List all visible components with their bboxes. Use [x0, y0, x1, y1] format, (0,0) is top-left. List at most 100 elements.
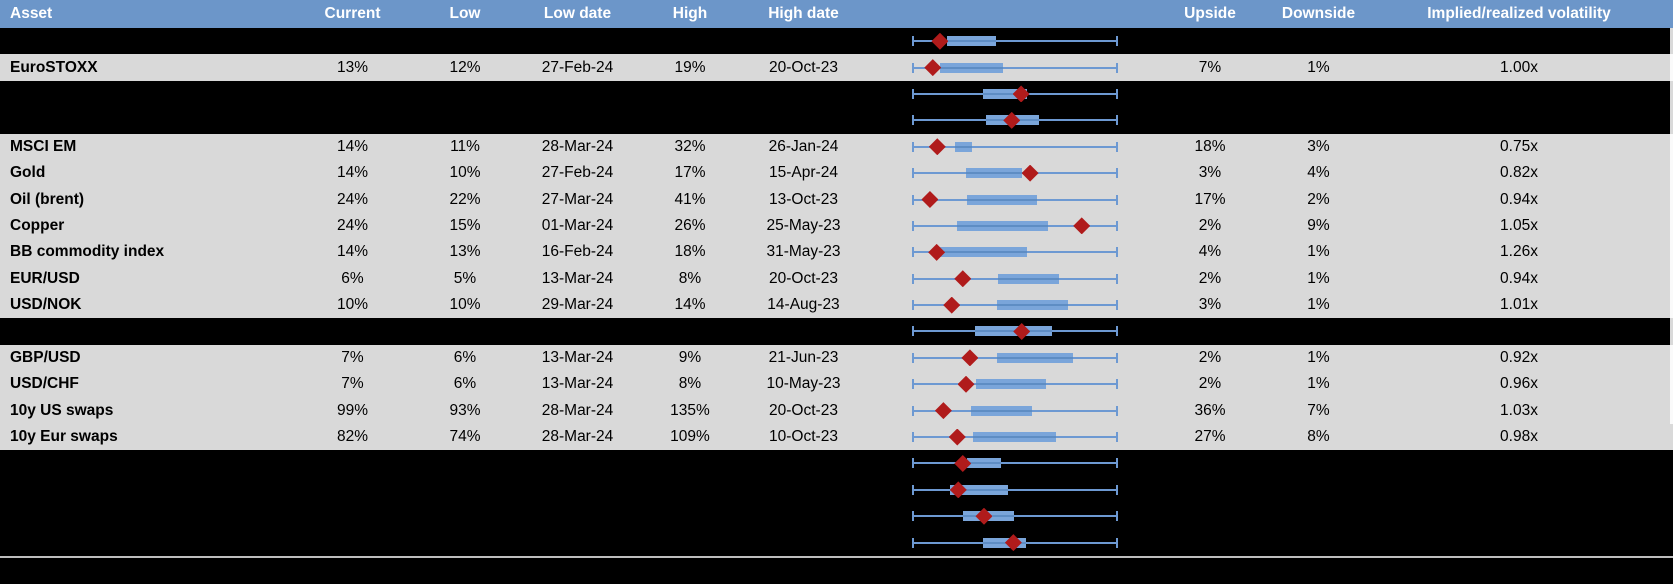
- whisker-low-tick: [912, 300, 914, 311]
- upside-cell: 3%: [1198, 296, 1222, 314]
- asset-name-cell: Oil (brent): [10, 190, 85, 208]
- high-date-cell: 15-Apr-24: [769, 164, 838, 182]
- whisker-high-tick: [1116, 405, 1118, 416]
- table-row: USD/CHF 7% 6% 13-Mar-24 8% 10-May-23 2% …: [0, 371, 1673, 398]
- whisker-low-tick: [912, 115, 914, 126]
- whisker-low-tick: [912, 484, 914, 495]
- range-boxplot: [872, 134, 1148, 160]
- low-cell: 74%: [449, 428, 481, 446]
- high-cell: 109%: [670, 428, 710, 446]
- interquartile-box: [970, 405, 1033, 416]
- current-level-diamond-icon: [1004, 534, 1022, 552]
- table-row: EuroSTOXX 13% 12% 27-Feb-24 19% 20-Oct-2…: [0, 54, 1673, 81]
- high-cell: 41%: [674, 190, 706, 208]
- whisker-high-tick: [1116, 62, 1118, 73]
- header-current: Current: [324, 5, 381, 22]
- table-right-gridline: [1670, 28, 1673, 424]
- range-boxplot: [872, 477, 1148, 503]
- high-cell: 17%: [674, 164, 706, 182]
- range-boxplot: [872, 186, 1148, 212]
- table-row: MSCI EM 14% 11% 28-Mar-24 32% 26-Jan-24 …: [0, 133, 1673, 160]
- whisker-low-tick: [912, 220, 914, 231]
- table-row: BB commodity index 14% 13% 16-Feb-24 18%…: [0, 239, 1673, 266]
- header-low-date: Low date: [543, 5, 612, 22]
- asset-name-cell: 10y US swaps: [10, 401, 114, 419]
- current-level-diamond-icon: [1012, 85, 1030, 103]
- whisker-low-tick: [912, 36, 914, 47]
- current-cell: 14%: [336, 243, 369, 261]
- current-level-diamond-icon: [957, 375, 975, 393]
- low-date-cell: 16-Feb-24: [541, 243, 614, 261]
- interquartile-box: [996, 300, 1069, 311]
- high-date-cell: 14-Aug-23: [767, 296, 840, 314]
- asset-name-cell: USD/NOK: [10, 296, 82, 314]
- whisker-high-tick: [1116, 432, 1118, 443]
- whisker-high-tick: [1116, 220, 1118, 231]
- whisker-low-tick: [912, 273, 914, 284]
- header-high-date: High date: [768, 5, 839, 22]
- current-level-diamond-icon: [1003, 111, 1021, 129]
- whisker-high-tick: [1116, 511, 1118, 522]
- whisker-line: [913, 462, 1117, 465]
- low-date-cell: 29-Mar-24: [541, 296, 614, 314]
- whisker-high-tick: [1116, 247, 1118, 258]
- low-date-cell: 27-Feb-24: [541, 58, 614, 76]
- current-level-diamond-icon: [1073, 217, 1091, 235]
- whisker-low-tick: [912, 141, 914, 152]
- implied-realized-cell: 0.98x: [1500, 428, 1538, 446]
- asset-name-cell: GBP/USD: [10, 348, 81, 366]
- whisker-low-tick: [912, 379, 914, 390]
- low-date-cell: 28-Mar-24: [541, 428, 614, 446]
- high-date-cell: 25-May-23: [766, 216, 841, 234]
- low-cell: 15%: [449, 216, 481, 234]
- whisker-high-tick: [1116, 36, 1118, 47]
- interquartile-box: [946, 36, 997, 47]
- implied-realized-cell: 0.94x: [1500, 190, 1538, 208]
- low-date-cell: 27-Feb-24: [541, 164, 614, 182]
- low-date-cell: 13-Mar-24: [541, 348, 614, 366]
- upside-cell: 17%: [1194, 190, 1226, 208]
- low-date-cell: 27-Mar-24: [541, 190, 614, 208]
- current-level-diamond-icon: [948, 428, 966, 446]
- asset-name-cell: 10y Eur swaps: [10, 428, 118, 446]
- asset-name-cell: Gold: [10, 164, 46, 182]
- table-row: [0, 476, 1673, 504]
- upside-cell: 36%: [1194, 401, 1226, 419]
- bottom-separator-line: [0, 555, 1673, 559]
- header-downside: Downside: [1281, 5, 1356, 22]
- downside-cell: 1%: [1307, 243, 1330, 261]
- asset-name-cell: BB commodity index: [10, 243, 165, 261]
- whisker-line: [913, 66, 1117, 69]
- low-cell: 22%: [449, 190, 481, 208]
- interquartile-box: [983, 88, 1027, 99]
- current-level-diamond-icon: [975, 507, 993, 525]
- implied-realized-cell: 1.05x: [1500, 216, 1538, 234]
- range-boxplot: [872, 292, 1148, 318]
- low-cell: 11%: [450, 137, 480, 155]
- current-cell: 10%: [336, 296, 369, 314]
- low-cell: 93%: [449, 401, 481, 419]
- header-upside: Upside: [1184, 5, 1236, 22]
- current-level-diamond-icon: [954, 454, 972, 472]
- range-boxplot: [872, 450, 1148, 476]
- whisker-line: [913, 515, 1117, 518]
- range-boxplot: [872, 266, 1148, 292]
- upside-cell: 18%: [1194, 137, 1226, 155]
- downside-cell: 3%: [1307, 137, 1330, 155]
- table-row: GBP/USD 7% 6% 13-Mar-24 9% 21-Jun-23 2% …: [0, 344, 1673, 372]
- upside-cell: 2%: [1198, 375, 1222, 393]
- whisker-low-tick: [912, 432, 914, 443]
- downside-cell: 1%: [1307, 348, 1330, 366]
- downside-cell: 1%: [1307, 269, 1330, 287]
- whisker-high-tick: [1116, 300, 1118, 311]
- interquartile-box: [956, 220, 1049, 231]
- implied-realized-cell: 1.01x: [1500, 296, 1538, 314]
- current-level-diamond-icon: [943, 296, 961, 314]
- range-boxplot: [872, 213, 1148, 239]
- high-cell: 9%: [678, 348, 702, 366]
- upside-cell: 7%: [1198, 58, 1222, 76]
- whisker-low-tick: [912, 247, 914, 258]
- low-cell: 12%: [449, 58, 481, 76]
- high-date-cell: 10-May-23: [766, 375, 841, 393]
- implied-realized-cell: 1.03x: [1500, 401, 1538, 419]
